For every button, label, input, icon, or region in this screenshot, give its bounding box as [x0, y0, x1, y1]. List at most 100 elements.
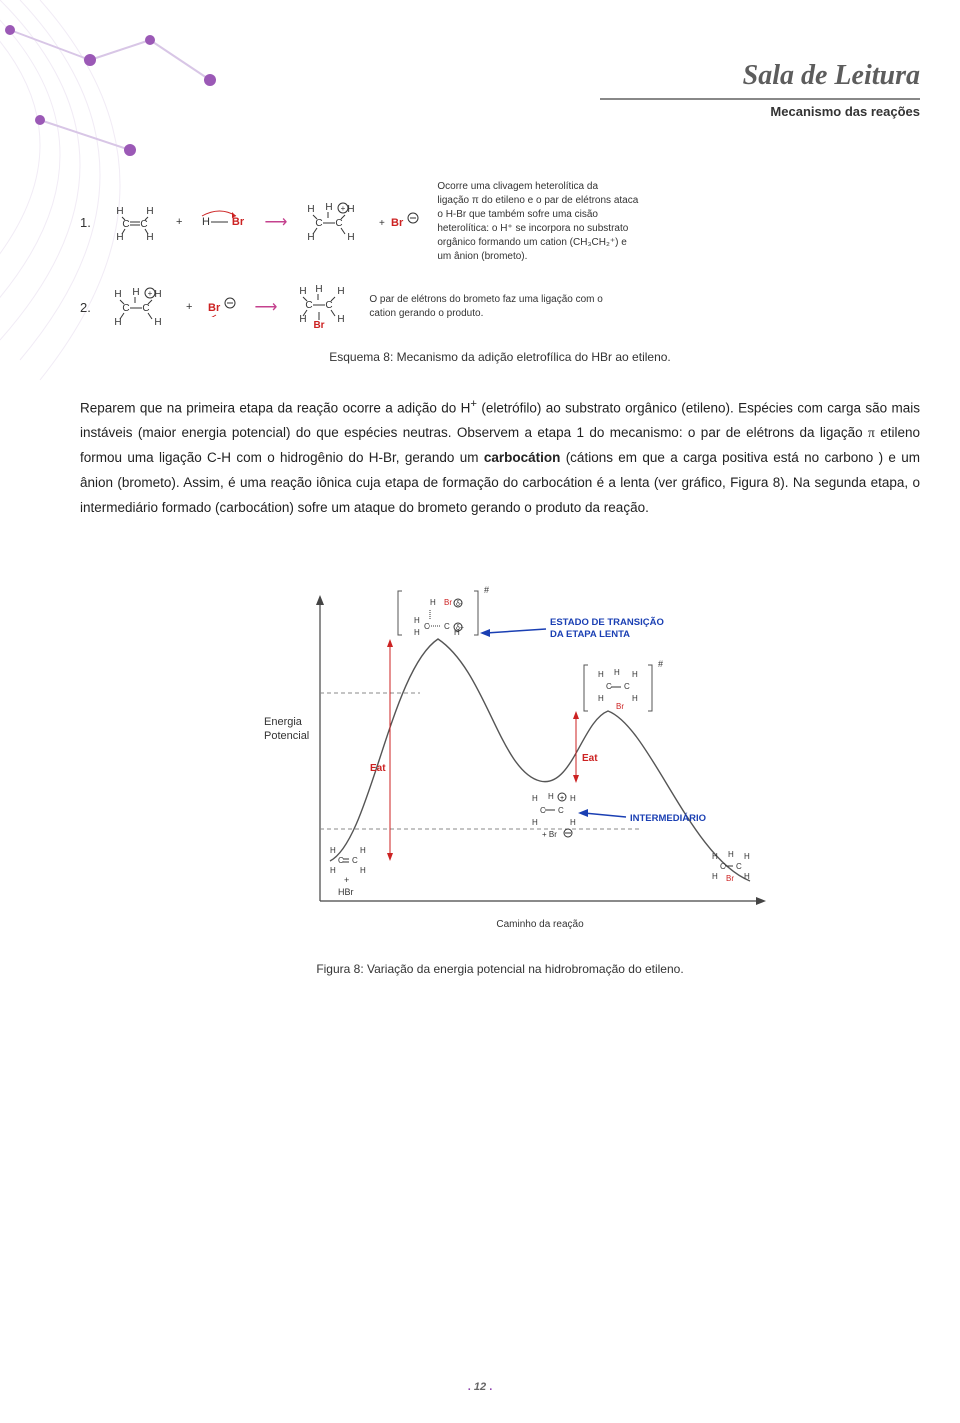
svg-text:H: H — [360, 846, 366, 855]
svg-text:C: C — [736, 862, 742, 871]
svg-text:C: C — [306, 300, 313, 311]
svg-text:H: H — [598, 694, 604, 703]
svg-text:ESTADO DE TRANSIÇÃO: ESTADO DE TRANSIÇÃO — [550, 617, 664, 628]
page-footer: . 12 . — [0, 1381, 960, 1393]
br-anion-2: Br — [206, 297, 240, 317]
svg-text:C: C — [122, 303, 129, 314]
reaction-arrow-1: ⟶ — [264, 212, 287, 232]
footer-dot-right: . — [489, 1381, 492, 1393]
header-rule — [600, 98, 920, 100]
svg-text:+: + — [344, 875, 349, 885]
svg-text:H: H — [712, 852, 718, 861]
svg-text:C: C — [352, 856, 358, 865]
svg-text:H: H — [454, 628, 460, 637]
t1l2: ligação π do etileno e o par de elétrons… — [437, 194, 638, 208]
svg-text:C: C — [326, 300, 333, 311]
t1l6: um ânion (brometo). — [437, 250, 638, 264]
svg-text:#: # — [484, 585, 489, 595]
step-1-number: 1. — [80, 215, 94, 230]
svg-text:H: H — [146, 206, 153, 217]
svg-text:H: H — [326, 202, 333, 213]
svg-text:C: C — [444, 622, 450, 631]
scheme-8: 1. HH CC HH + H Br — [80, 180, 920, 364]
svg-text:H: H — [114, 289, 121, 300]
svg-text:Eat: Eat — [582, 753, 598, 764]
scheme-text-1: Ocorre uma clivagem heterolítica da liga… — [437, 180, 638, 264]
svg-text:Br: Br — [208, 302, 221, 314]
svg-text:H: H — [116, 206, 123, 217]
figure-8-caption: Figura 8: Variação da energia potencial … — [220, 962, 780, 976]
svg-text:H: H — [154, 289, 161, 300]
svg-text:H: H — [348, 204, 355, 215]
svg-text:H: H — [632, 670, 638, 679]
svg-text:HBr: HBr — [338, 887, 354, 897]
svg-text:Br: Br — [232, 216, 245, 228]
svg-text:C: C — [558, 806, 564, 815]
svg-text:δ-: δ- — [456, 601, 463, 608]
svg-text:Potencial: Potencial — [264, 730, 309, 742]
scheme-text-2: O par de elétrons do brometo faz uma lig… — [369, 293, 602, 321]
svg-text:H: H — [570, 818, 576, 827]
svg-text:C: C — [140, 219, 147, 230]
svg-text:H: H — [308, 204, 315, 215]
t1l3: o H-Br que também sofre uma cisão — [437, 208, 638, 222]
svg-text:Br: Br — [444, 598, 452, 607]
svg-text:H: H — [316, 284, 323, 295]
svg-text:Br: Br — [391, 217, 404, 229]
svg-text:C: C — [122, 219, 129, 230]
figure-8-svg: EnergiaPotencialCaminho da reaçãoEatEat#… — [220, 561, 780, 941]
svg-text:H: H — [414, 628, 420, 637]
svg-text:H: H — [712, 872, 718, 881]
svg-text:+: + — [379, 218, 385, 229]
svg-text:H: H — [360, 866, 366, 875]
svg-text:Eat: Eat — [370, 763, 386, 774]
plus-2: + — [186, 301, 192, 313]
svg-text:H: H — [430, 598, 436, 607]
plus-1: + — [176, 216, 182, 228]
svg-text:+: + — [341, 204, 346, 213]
carbocation-mol-2: HH + H CC HH — [108, 285, 172, 329]
svg-text:H: H — [338, 286, 345, 297]
scheme-row-1: 1. HH CC HH + H Br — [80, 180, 920, 264]
svg-text:+: + — [148, 289, 153, 298]
svg-text:DA ETAPA LENTA: DA ETAPA LENTA — [550, 629, 630, 640]
svg-text:H: H — [744, 872, 750, 881]
svg-text:H: H — [728, 850, 734, 859]
svg-text:Br: Br — [726, 874, 734, 883]
figure-8: EnergiaPotencialCaminho da reaçãoEatEat#… — [220, 561, 780, 976]
svg-text:+ Br: + Br — [542, 830, 557, 839]
svg-text:H: H — [532, 818, 538, 827]
t2l1: O par de elétrons do brometo faz uma lig… — [369, 293, 602, 307]
page-number: 12 — [474, 1381, 486, 1393]
svg-text:H: H — [202, 216, 210, 228]
svg-text:#: # — [658, 659, 663, 669]
svg-text:+: + — [560, 795, 564, 802]
svg-text:C: C — [142, 303, 149, 314]
svg-text:Energia: Energia — [264, 716, 303, 728]
hbr-mol: H Br — [196, 210, 250, 234]
svg-text:H: H — [330, 846, 336, 855]
svg-text:H: H — [570, 794, 576, 803]
svg-text:H: H — [300, 286, 307, 297]
svg-text:H: H — [348, 232, 355, 243]
svg-text:H: H — [154, 317, 161, 328]
t1l5: orgânico formando um cation (CH₃CH₂⁺) e — [437, 236, 638, 250]
header-title: Sala de Leitura — [600, 60, 920, 92]
svg-text:C: C — [316, 218, 323, 229]
footer-dot-left: . — [468, 1381, 471, 1393]
svg-text:C: C — [336, 218, 343, 229]
svg-text:H: H — [338, 314, 345, 325]
svg-text:INTERMEDIÁRIO: INTERMEDIÁRIO — [630, 813, 706, 824]
svg-text:H: H — [532, 794, 538, 803]
carbocation-mol: HH + H CC HH — [301, 200, 365, 244]
reaction-arrow-2: ⟶ — [254, 297, 277, 317]
body-paragraph: Reparem que na primeira etapa da reação … — [80, 394, 920, 521]
svg-text:H: H — [132, 287, 139, 298]
step-2-number: 2. — [80, 300, 94, 315]
scheme-8-caption: Esquema 8: Mecanismo da adição eletrofíl… — [80, 350, 920, 364]
svg-text:H: H — [744, 852, 750, 861]
br-anion-1: + Br — [379, 212, 423, 232]
t2l2: cation gerando o produto. — [369, 307, 602, 321]
svg-text:H: H — [548, 792, 554, 801]
ethylene-mol: HH CC HH — [108, 202, 162, 242]
